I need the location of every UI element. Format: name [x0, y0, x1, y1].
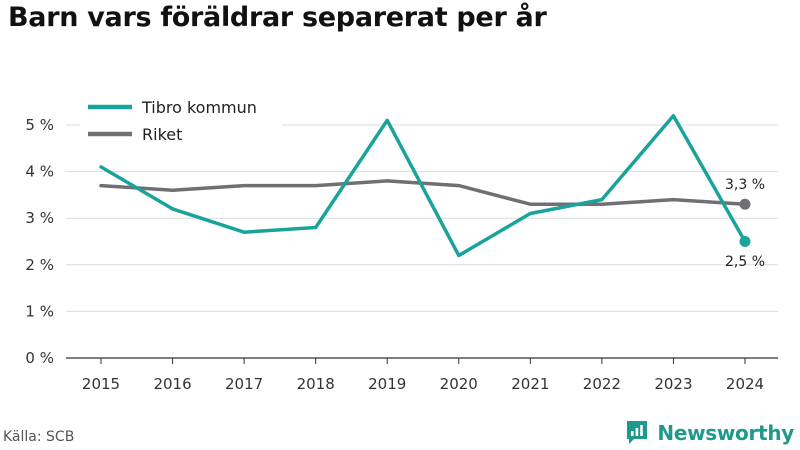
y-tick-label: 0 % [25, 349, 54, 367]
x-tick-label: 2018 [297, 375, 335, 393]
x-tick-label: 2019 [368, 375, 406, 393]
chart-title: Barn vars föräldrar separerat per år [8, 2, 547, 33]
x-tick-label: 2024 [726, 375, 764, 393]
y-axis-ticks: 0 % 1 % 2 % 3 % 4 % 5 % [25, 116, 54, 367]
y-tick-label: 1 % [25, 302, 54, 320]
x-tick-label: 2017 [225, 375, 263, 393]
y-tick-label: 2 % [25, 256, 54, 274]
legend-label-tibro: Tibro kommun [141, 98, 257, 117]
series-line-tibro [99, 113, 747, 258]
series-line-riket [99, 179, 747, 206]
brand-name: Newsworthy [657, 420, 794, 445]
newsworthy-logo-icon [627, 421, 648, 444]
x-tick-label: 2015 [82, 375, 120, 393]
end-marker-tibro [739, 236, 751, 247]
y-tick-label: 5 % [25, 116, 54, 134]
x-tick-label: 2022 [583, 375, 621, 393]
end-label-tibro: 2,5 % [725, 254, 765, 270]
legend-label-riket: Riket [142, 125, 182, 144]
y-tick-label: 4 % [25, 163, 54, 181]
x-tick-label: 2021 [511, 375, 549, 393]
y-tick-label: 3 % [25, 209, 54, 227]
brand-logo-area: Newsworthy [625, 419, 794, 446]
x-tick-label: 2020 [440, 375, 478, 393]
grid-lines [66, 124, 778, 359]
end-marker-riket [739, 198, 751, 210]
source-note: Källa: SCB [3, 429, 75, 445]
end-markers [739, 198, 751, 247]
series-lines [99, 113, 747, 258]
legend: Tibro kommun Riket [80, 94, 282, 150]
legend-background [80, 94, 282, 150]
x-tick-label: 2023 [654, 375, 692, 393]
end-label-riket: 3,3 % [725, 177, 765, 193]
x-axis-ticks: 2015 2016 2017 2018 2019 2020 2021 2022 2023 2024 [82, 358, 764, 393]
x-tick-label: 2016 [153, 375, 191, 393]
